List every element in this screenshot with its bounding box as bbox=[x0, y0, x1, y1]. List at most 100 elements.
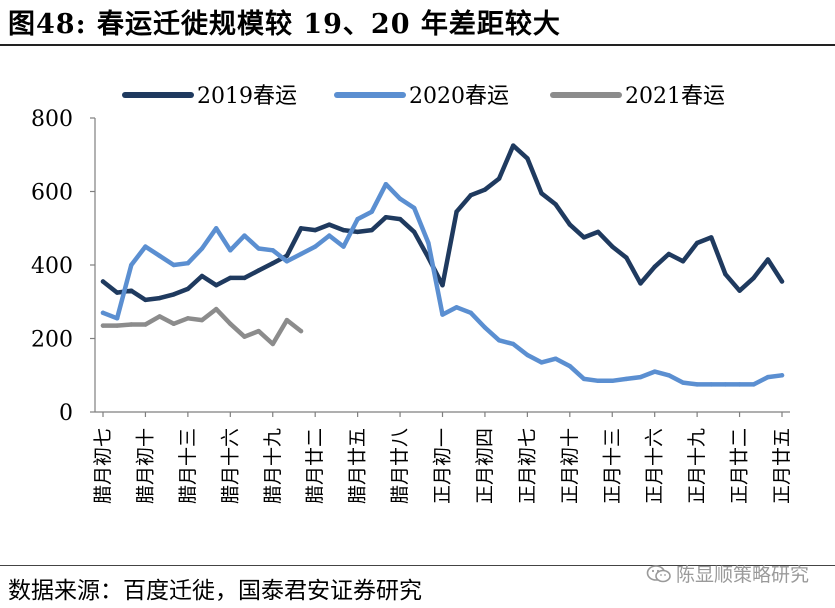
data-point-s1 bbox=[298, 226, 304, 231]
data-point-s1 bbox=[723, 272, 728, 277]
data-point-s1 bbox=[199, 273, 205, 279]
data-point-s2 bbox=[270, 248, 275, 253]
data-point-s1 bbox=[610, 244, 615, 249]
data-point-s3 bbox=[129, 322, 134, 327]
data-point-s1 bbox=[539, 191, 544, 196]
data-point-s2 bbox=[426, 240, 431, 246]
data-point-s1 bbox=[114, 290, 120, 295]
data-point-s2 bbox=[397, 196, 403, 201]
data-point-s3 bbox=[256, 328, 261, 334]
data-point-s2 bbox=[694, 382, 700, 387]
data-point-s2 bbox=[242, 233, 247, 238]
data-point-s3 bbox=[228, 321, 233, 326]
data-point-s2 bbox=[355, 216, 360, 222]
data-point-s1 bbox=[624, 255, 629, 260]
data-point-s1 bbox=[214, 283, 219, 288]
y-tick-label: 0 bbox=[59, 401, 73, 426]
data-point-s2 bbox=[199, 246, 205, 251]
data-point-s1 bbox=[765, 257, 771, 262]
data-point-s2 bbox=[313, 244, 318, 249]
x-tick-label: 正月初七 bbox=[516, 428, 538, 504]
data-point-s1 bbox=[412, 229, 417, 235]
data-point-s3 bbox=[171, 321, 176, 326]
data-point-s2 bbox=[100, 310, 106, 315]
data-point-s1 bbox=[581, 235, 587, 240]
title-divider bbox=[0, 44, 835, 46]
data-point-s1 bbox=[751, 275, 756, 281]
data-point-s2 bbox=[709, 382, 714, 387]
data-point-s2 bbox=[114, 316, 120, 321]
data-point-s1 bbox=[228, 275, 233, 281]
data-point-s1 bbox=[567, 222, 572, 227]
wechat-icon bbox=[646, 565, 671, 583]
data-point-s3 bbox=[185, 316, 191, 321]
data-point-s1 bbox=[638, 281, 643, 286]
data-point-s1 bbox=[511, 143, 516, 148]
series-line-1 bbox=[100, 143, 785, 303]
x-tick-label: 腊月十六 bbox=[219, 428, 241, 504]
data-point-s2 bbox=[440, 312, 445, 317]
data-point-s1 bbox=[737, 288, 742, 293]
legend-label-1: 2019春运 bbox=[197, 84, 297, 109]
x-tick-label: 腊月廿五 bbox=[347, 428, 369, 504]
data-point-s1 bbox=[270, 261, 275, 266]
data-point-s1 bbox=[454, 209, 459, 214]
y-tick-label: 400 bbox=[31, 254, 73, 279]
data-point-s2 bbox=[214, 226, 219, 231]
x-tick-label: 腊月初七 bbox=[92, 428, 114, 504]
data-point-s2 bbox=[567, 363, 572, 369]
data-point-s1 bbox=[355, 229, 360, 235]
data-point-s2 bbox=[228, 248, 233, 253]
data-point-s1 bbox=[709, 235, 714, 240]
data-point-s2 bbox=[412, 205, 417, 211]
data-point-s2 bbox=[666, 373, 671, 378]
data-point-s2 bbox=[680, 380, 686, 385]
legend-label-2: 2020春运 bbox=[409, 84, 509, 109]
data-point-s1 bbox=[680, 259, 686, 264]
footer-divider bbox=[0, 565, 835, 566]
data-point-s1 bbox=[341, 227, 346, 233]
data-point-s2 bbox=[539, 360, 544, 365]
data-point-s2 bbox=[129, 262, 134, 268]
chart-title: 图48: 春运迁徙规模较 19、20 年差距较大 bbox=[8, 9, 561, 40]
data-point-s3 bbox=[270, 341, 275, 347]
data-point-s2 bbox=[723, 382, 728, 387]
data-point-s1 bbox=[652, 264, 657, 269]
data-point-s1 bbox=[666, 251, 671, 257]
data-point-s2 bbox=[468, 310, 473, 315]
line-chart: 2019春运 2020春运 2021春运 0 200 400 600 800 腊月初七 腊月初… bbox=[31, 84, 793, 504]
data-point-s2 bbox=[256, 246, 261, 251]
data-point-s1 bbox=[694, 240, 700, 246]
data-point-s2 bbox=[765, 374, 771, 380]
data-point-s2 bbox=[553, 356, 558, 361]
data-point-s1 bbox=[369, 227, 374, 233]
data-point-s2 bbox=[185, 261, 191, 266]
data-point-s3 bbox=[284, 317, 290, 323]
data-point-s1 bbox=[284, 253, 290, 258]
y-tick-label: 600 bbox=[31, 181, 73, 206]
data-point-s2 bbox=[482, 325, 488, 330]
series-line-3 bbox=[100, 306, 304, 347]
data-point-s2 bbox=[157, 253, 162, 258]
data-point-s1 bbox=[157, 295, 162, 301]
data-point-s3 bbox=[298, 328, 304, 334]
data-point-s1 bbox=[553, 202, 558, 207]
x-tick-label: 正月十六 bbox=[644, 428, 666, 504]
data-point-s1 bbox=[468, 193, 473, 198]
data-point-s2 bbox=[751, 382, 756, 387]
data-point-s2 bbox=[284, 259, 290, 264]
x-axis: 腊月初七 腊月初十 腊月十三 腊月十六 腊月十九 腊月廿二 腊月廿五 腊月廿八 正月初一 正月初四… bbox=[92, 411, 793, 504]
data-point-s2 bbox=[779, 373, 785, 378]
x-tick-label: 腊月廿八 bbox=[389, 428, 411, 504]
data-point-s1 bbox=[100, 279, 106, 284]
data-point-s1 bbox=[496, 176, 502, 181]
data-point-s2 bbox=[638, 374, 643, 380]
x-tick-label: 正月初一 bbox=[432, 428, 454, 504]
data-point-s1 bbox=[256, 268, 261, 273]
data-point-s2 bbox=[525, 352, 530, 358]
x-tick-label: 腊月初十 bbox=[134, 428, 156, 504]
data-point-s3 bbox=[199, 317, 205, 323]
data-point-s1 bbox=[185, 286, 191, 292]
data-point-s3 bbox=[157, 314, 162, 319]
legend: 2019春运 2020春运 2021春运 bbox=[122, 84, 725, 109]
